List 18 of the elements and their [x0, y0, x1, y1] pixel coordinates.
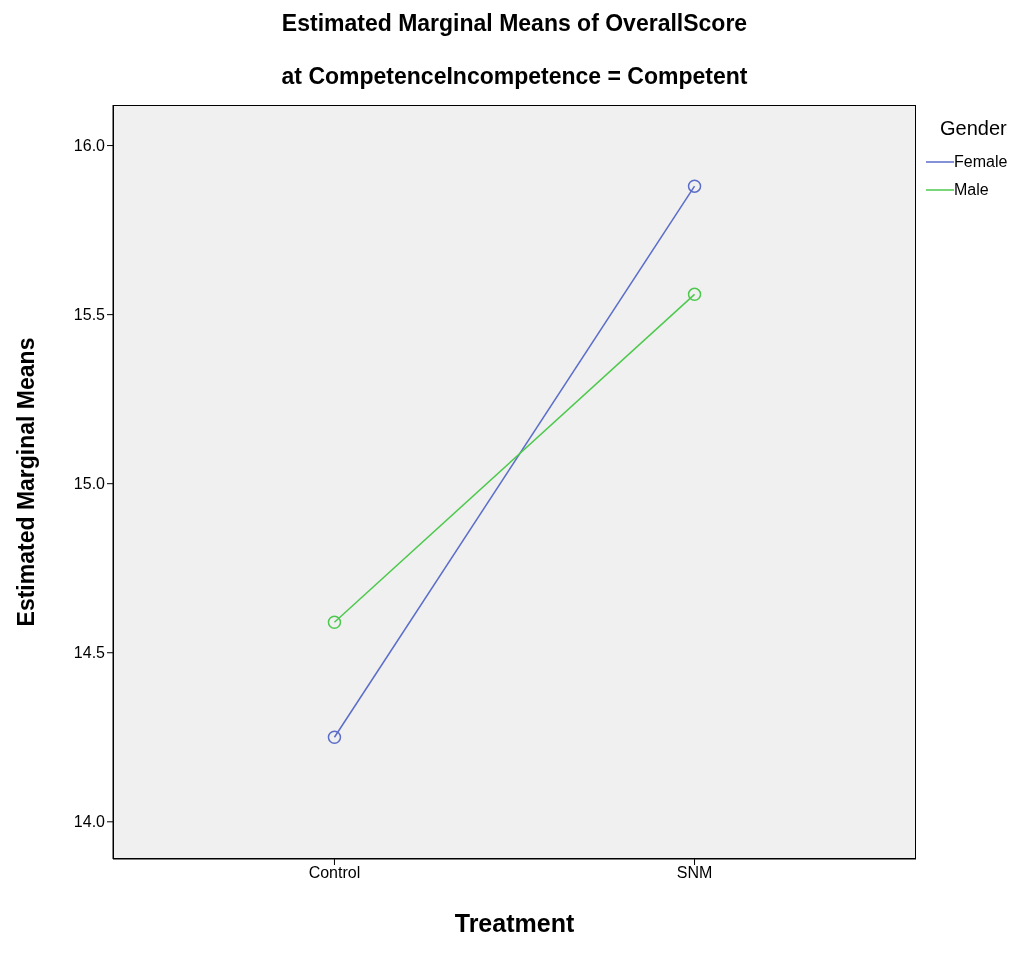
- x-tick-label: SNM: [676, 864, 713, 882]
- y-tick-label: 15.5: [73, 306, 106, 324]
- legend-label: Female: [954, 153, 1008, 171]
- y-tick-label: 14.5: [73, 644, 106, 662]
- x-axis-title: Treatment: [453, 909, 576, 938]
- legend-label: Male: [954, 181, 989, 199]
- x-tick-label: Control: [308, 864, 361, 882]
- y-tick-label: 16.0: [73, 137, 106, 155]
- y-axis-title: Estimated Marginal Means: [13, 336, 40, 629]
- y-tick-label: 14.0: [73, 813, 106, 831]
- point: [327, 615, 342, 630]
- chart-subtitle: at CompetenceIncompetence = Competent: [280, 63, 749, 90]
- point: [687, 179, 702, 193]
- point: [687, 287, 702, 302]
- chart-title: Estimated Marginal Means of OverallScore: [280, 10, 749, 37]
- legend-title: Gender: [940, 117, 1008, 140]
- point: [327, 730, 342, 745]
- y-tick-label: 15.0: [73, 475, 106, 493]
